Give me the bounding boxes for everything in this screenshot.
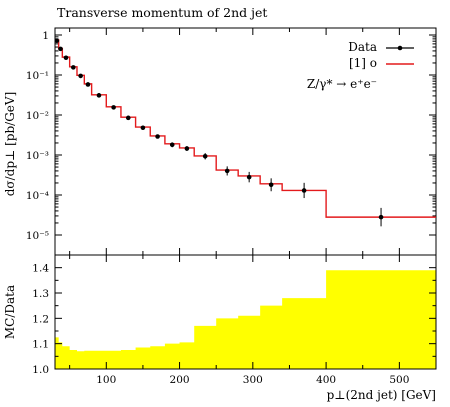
ratio-ticks: 1.0 1.1 1.2 1.3 1.4 100 200 300 400 500 [32, 255, 437, 386]
main-frame [54, 27, 437, 256]
x-axis-label: p⊥(2nd jet) [GeV] [327, 388, 436, 402]
ratio-y-tick-label: 1.4 [32, 263, 49, 275]
data-point [169, 142, 175, 148]
x-tick-label: 100 [96, 374, 116, 386]
data-point [184, 146, 190, 151]
data-point [96, 93, 102, 98]
data-point [58, 46, 63, 52]
data-point [202, 153, 208, 159]
process-annotation: Z/γ* → e⁺e⁻ [307, 77, 377, 91]
data-point [85, 82, 91, 87]
x-tick-label: 400 [316, 374, 336, 386]
data-point [268, 182, 274, 188]
data-point [78, 73, 83, 79]
ratio-y-tick-label: 1.2 [32, 313, 49, 325]
ratio-band [55, 270, 436, 369]
legend-entry-mc: [1] o [349, 56, 377, 70]
x-tick-label: 200 [170, 374, 190, 386]
y-tick-label: 1 [42, 30, 49, 42]
y-tick-label: 10⁻⁴ [26, 190, 49, 202]
data-point [111, 105, 116, 110]
ratio-y-axis-label: MC/Data [3, 285, 17, 339]
ratio-y-tick-label: 1.0 [32, 364, 49, 376]
data-point [54, 38, 60, 44]
y-axis-label: dσ/dp⊥ [pb/GeV] [3, 92, 17, 197]
ratio-panel: 1.0 1.1 1.2 1.3 1.4 100 200 300 400 500 MC/Data p… [3, 254, 437, 402]
legend-data-marker [397, 45, 403, 51]
data-points [54, 38, 384, 227]
ratio-y-tick-label: 1.3 [32, 288, 49, 300]
chart-title: Transverse momentum of 2nd jet [57, 5, 267, 20]
main-panel: 10⁻⁵ 10⁻⁴ 10⁻³ 10⁻² 10⁻¹ 1 dσ/dp⊥ [pb/GeV] [3, 27, 437, 256]
data-point [301, 188, 307, 193]
data-point [246, 174, 252, 180]
ratio-y-tick-label: 1.1 [32, 339, 49, 351]
ratio-frame [54, 254, 437, 370]
y-tick-label: 10⁻⁵ [26, 230, 49, 242]
y-tick-label: 10⁻¹ [26, 70, 49, 82]
mc-histogram-line [55, 39, 436, 218]
data-point [224, 168, 230, 174]
data-point [155, 134, 160, 139]
data-point [378, 214, 384, 220]
x-tick-label: 500 [389, 374, 409, 386]
legend: Data [1] o Z/γ* → e⁺e⁻ [307, 40, 414, 91]
x-tick-label: 300 [243, 374, 263, 386]
data-point [140, 125, 146, 131]
data-point [125, 115, 131, 121]
main-ticks: 10⁻⁵ 10⁻⁴ 10⁻³ 10⁻² 10⁻¹ 1 [26, 28, 437, 255]
y-tick-label: 10⁻² [26, 110, 49, 122]
data-point [71, 65, 76, 70]
y-tick-label: 10⁻³ [26, 150, 49, 162]
data-point [63, 55, 69, 61]
legend-entry-data: Data [348, 40, 377, 54]
